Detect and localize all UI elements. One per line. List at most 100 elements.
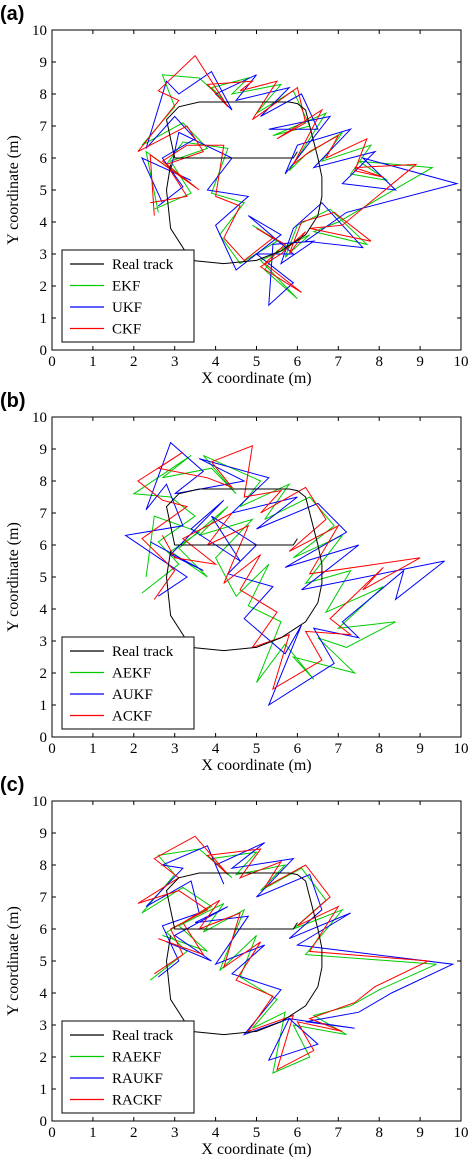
- legend-entry: ACKF: [112, 709, 152, 725]
- x-tick-label: 1: [89, 1125, 97, 1141]
- y-tick-label: 1: [40, 698, 48, 714]
- y-tick-label: 1: [40, 1082, 48, 1098]
- chart-panel-2: (b) 0 1 2 3 4 5 6 7 8 9 10 0 1 2 3 4 5 6 7 8 9 10 X coordinate …: [0, 390, 469, 774]
- y-tick-label: 0: [40, 343, 48, 359]
- legend-entry: Real track: [112, 1028, 174, 1044]
- y-tick-label: 3: [40, 634, 48, 650]
- y-tick-label: 5: [40, 183, 48, 199]
- x-tick-label: 10: [454, 741, 469, 757]
- chart-panel-3: (c) 0 1 2 3 4 5 6 7 8 9 10 0 1 2 3 4 5 6 7 8 9 10 X coordinate …: [0, 774, 469, 1158]
- x-tick-label: 3: [171, 354, 179, 370]
- x-tick-label: 6: [294, 1125, 302, 1141]
- x-tick-label: 2: [130, 354, 138, 370]
- legend-entry: RACKF: [112, 1093, 162, 1109]
- x-tick-label: 6: [294, 354, 302, 370]
- y-tick-label: 4: [40, 215, 48, 231]
- y-tick-label: 6: [40, 922, 48, 938]
- x-tick-label: 5: [253, 741, 261, 757]
- x-tick-label: 9: [416, 741, 424, 757]
- series-layer: [137, 835, 455, 1074]
- x-tick-label: 8: [375, 354, 383, 370]
- y-tick-label: 6: [40, 151, 48, 167]
- legend-entry: EKF: [112, 279, 140, 295]
- x-tick-label: 1: [89, 354, 97, 370]
- y-tick-label: 7: [40, 890, 48, 906]
- x-axis-label: X coordinate (m): [201, 370, 311, 387]
- x-tick-label: 9: [416, 354, 424, 370]
- legend-entry: UKF: [112, 300, 142, 316]
- x-tick-label: 9: [416, 1125, 424, 1141]
- x-tick-label: 2: [130, 741, 138, 757]
- y-tick-label: 7: [40, 119, 48, 135]
- y-tick-label: 3: [40, 247, 48, 263]
- legend-entry: RAEKF: [112, 1050, 161, 1066]
- x-tick-label: 3: [171, 741, 179, 757]
- panel-label: (b): [0, 390, 26, 412]
- legend-entry: Real track: [112, 257, 174, 273]
- y-tick-label: 10: [32, 794, 47, 810]
- y-tick-label: 5: [40, 954, 48, 970]
- x-tick-label: 4: [212, 741, 220, 757]
- legend-entry: AEKF: [112, 666, 151, 682]
- y-tick-label: 9: [40, 826, 48, 842]
- y-tick-label: 1: [40, 311, 48, 327]
- legend-entry: Real track: [112, 644, 174, 660]
- x-tick-label: 4: [212, 1125, 220, 1141]
- legend-box: [61, 1020, 195, 1114]
- y-tick-label: 10: [32, 23, 47, 39]
- x-tick-label: 10: [454, 1125, 469, 1141]
- y-tick-label: 6: [40, 538, 48, 554]
- series-line-real-track: [165, 872, 323, 1036]
- y-tick-label: 4: [40, 986, 48, 1002]
- chart-panel-1: (a) 0 1 2 3 4 5 6 7 8 9 10 0 1 2 3 4 5 6 7 8 9 10 X coordinate …: [0, 3, 469, 387]
- legend-entry: RAUKF: [112, 1071, 163, 1087]
- y-tick-label: 5: [40, 570, 48, 586]
- x-tick-label: 6: [294, 741, 302, 757]
- x-tick-label: 7: [335, 354, 343, 370]
- x-tick-label: 4: [212, 354, 220, 370]
- legend-entry: AUKF: [112, 687, 153, 703]
- series-line-ckf: [137, 54, 418, 293]
- x-tick-label: 0: [48, 741, 56, 757]
- series-line-ackf: [137, 445, 421, 691]
- x-tick-label: 8: [375, 1125, 383, 1141]
- y-axis-label: Y coordinate (m): [5, 906, 22, 1016]
- x-axis-label: X coordinate (m): [201, 757, 311, 774]
- x-axis-label: X coordinate (m): [201, 1141, 311, 1158]
- y-axis-label: Y coordinate (m): [5, 135, 22, 245]
- panel-label: (c): [0, 774, 24, 796]
- x-tick-label: 3: [171, 1125, 179, 1141]
- series-line-aekf: [132, 454, 396, 683]
- y-tick-label: 0: [40, 1114, 48, 1130]
- series-line-rackf: [137, 835, 431, 1071]
- x-tick-label: 5: [253, 1125, 261, 1141]
- x-tick-label: 0: [48, 354, 56, 370]
- y-tick-label: 0: [40, 730, 48, 746]
- y-tick-label: 2: [40, 1050, 48, 1066]
- y-tick-label: 9: [40, 442, 48, 458]
- x-tick-label: 7: [335, 1125, 343, 1141]
- legend-box: [61, 249, 195, 343]
- legend: Real track EKF UKF CKF: [61, 249, 195, 343]
- y-tick-label: 2: [40, 666, 48, 682]
- legend-entry: CKF: [112, 322, 141, 338]
- series-layer: [137, 54, 459, 307]
- series-line-raukf: [145, 842, 455, 1062]
- series-layer: [124, 441, 445, 707]
- x-tick-label: 2: [130, 1125, 138, 1141]
- y-tick-label: 2: [40, 279, 48, 295]
- x-tick-label: 7: [335, 741, 343, 757]
- legend-box: [61, 636, 195, 730]
- y-tick-label: 8: [40, 87, 48, 103]
- x-tick-label: 8: [375, 741, 383, 757]
- y-tick-label: 8: [40, 474, 48, 490]
- legend: Real track AEKF AUKF ACKF: [61, 636, 195, 730]
- x-tick-label: 5: [253, 354, 261, 370]
- legend: Real track RAEKF RAUKF RACKF: [61, 1020, 195, 1114]
- series-line-real-track: [165, 101, 323, 265]
- series-line-ukf: [140, 70, 459, 307]
- x-tick-label: 1: [89, 741, 97, 757]
- y-tick-label: 4: [40, 602, 48, 618]
- y-axis-label: Y coordinate (m): [5, 522, 22, 632]
